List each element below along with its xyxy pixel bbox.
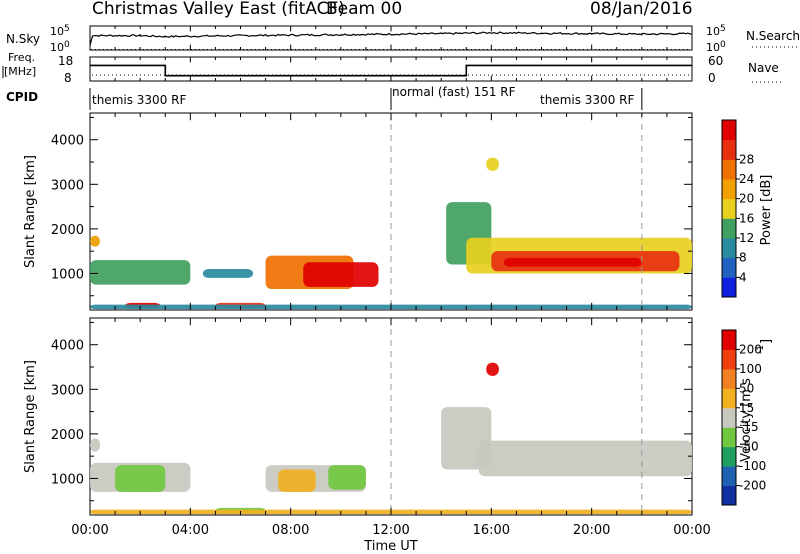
colorbar-swatch: [722, 349, 736, 370]
y-tick-label: 2000: [51, 428, 84, 443]
colorbar-swatch: [722, 446, 736, 467]
data-cell: [478, 440, 692, 477]
y-tick-label: 3000: [51, 178, 84, 193]
colorbar-frame: [721, 329, 737, 506]
colorbar-swatch: [722, 427, 736, 448]
cpid-segment-label: normal (fast) 151 RF: [392, 85, 516, 99]
x-tick-label: 12:00: [372, 523, 409, 538]
colorbar-tick-label: 28: [739, 152, 754, 166]
colorbar-swatch: [722, 407, 736, 428]
colorbar-swatch: [722, 466, 736, 487]
x-tick-label: 16:00: [473, 523, 510, 538]
colorbar-label-velocity-exp: -1: [756, 345, 766, 354]
panel-label-freq: Freq.: [8, 51, 35, 64]
colorbar-tick-label: 16: [739, 211, 754, 225]
colorbar-frame: [721, 119, 737, 298]
colorbar-swatch: [722, 277, 736, 298]
data-cell: [202, 268, 254, 278]
colorbar-label-velocity-close: ]: [759, 339, 774, 344]
data-cell: [278, 469, 316, 492]
y-tick-label: 105: [50, 24, 70, 38]
x-tick-label: 20:00: [573, 523, 610, 538]
data-cell: [486, 362, 499, 376]
colorbar-swatch: [722, 330, 736, 350]
panel-label-nave: Nave: [748, 61, 779, 75]
panel-label-freq-unit: [MHz]: [4, 65, 36, 78]
y-tick-label: 4000: [51, 339, 84, 354]
data-cell: [503, 257, 642, 267]
colorbar-swatch: [722, 120, 736, 141]
y-tick-label: 60: [708, 54, 723, 68]
x-tick-label: 00:00: [673, 523, 710, 538]
y-axis-label: Slant Range [km]: [23, 155, 38, 268]
colorbar-tick-label: 200: [739, 342, 762, 356]
y-tick-label: 1000: [51, 472, 84, 487]
date-label: 08/Jan/2016: [590, 0, 693, 19]
x-axis-label: Time UT: [363, 539, 417, 554]
colorbar-tick-label: -100: [739, 459, 766, 473]
y-tick-label: 1000: [51, 267, 84, 282]
y-tick-label: 8: [64, 71, 72, 85]
y-tick-label: 4000: [51, 134, 84, 149]
colorbar-swatch: [722, 388, 736, 409]
colorbar-tick-label: 24: [739, 172, 754, 186]
colorbar-swatch: [722, 198, 736, 219]
colorbar-tick-label: 15: [739, 401, 754, 415]
panel-label-cpid: CPID: [6, 90, 38, 104]
colorbar-tick-label: 20: [739, 192, 754, 206]
series-freq-line: [90, 64, 692, 77]
y-tick-label: 18: [58, 54, 73, 68]
power-data-group: [90, 157, 692, 310]
x-tick-label: 04:00: [172, 523, 209, 538]
data-cell: [486, 157, 499, 171]
y-tick-label: 0: [708, 71, 716, 85]
colorbar-swatch: [722, 139, 736, 160]
colorbar-swatch: [722, 257, 736, 278]
y-axis-label: Slant Range [km]: [23, 360, 38, 473]
cpid-segment-label: themis 3300 RF: [540, 93, 634, 107]
colorbar-tick-label: 8: [739, 251, 747, 265]
panel-label-nsky: N.Sky: [6, 32, 40, 46]
colorbar-swatch: [722, 368, 736, 389]
data-cell: [328, 465, 366, 490]
data-cell: [90, 438, 101, 452]
colorbar-swatch: [722, 218, 736, 239]
colorbar-tick-label: -15: [739, 420, 759, 434]
colorbar-tick-label: -50: [739, 440, 759, 454]
series-nsky-line: [89, 31, 693, 46]
colorbar-label-power: Power [dB]: [759, 175, 774, 246]
colorbar-tick-label: -200: [739, 479, 766, 493]
y-tick-label: 105: [706, 24, 726, 38]
y-tick-label: 100: [706, 40, 726, 54]
colorbar-tick-label: 4: [739, 270, 747, 284]
colorbar-swatch: [722, 179, 736, 200]
data-cell: [90, 260, 191, 285]
colorbar-swatch: [722, 159, 736, 180]
colorbar-tick-label: 12: [739, 231, 754, 245]
x-tick-label: 00:00: [71, 523, 108, 538]
panel-label-nsearch: N.Search: [746, 29, 800, 43]
y-tick-label: 3000: [51, 383, 84, 398]
cpid-segment-label: themis 3300 RF: [92, 93, 186, 107]
colorbar-swatch: [722, 238, 736, 259]
data-cell: [90, 235, 101, 247]
colorbar-tick-label: 50: [739, 381, 754, 395]
y-tick-label: 100: [50, 40, 70, 54]
beam-label: Beam 00: [326, 0, 403, 19]
colorbar-swatch: [722, 485, 736, 506]
data-cell: [303, 262, 379, 287]
chart-title: Christmas Valley East (fitACF): [92, 0, 345, 19]
colorbar-tick-label: 100: [739, 362, 762, 376]
data-cell: [115, 465, 166, 492]
y-tick-label: 2000: [51, 223, 84, 238]
x-tick-label: 08:00: [272, 523, 309, 538]
colorbar-label-velocity: Velocity [m s: [739, 378, 754, 462]
